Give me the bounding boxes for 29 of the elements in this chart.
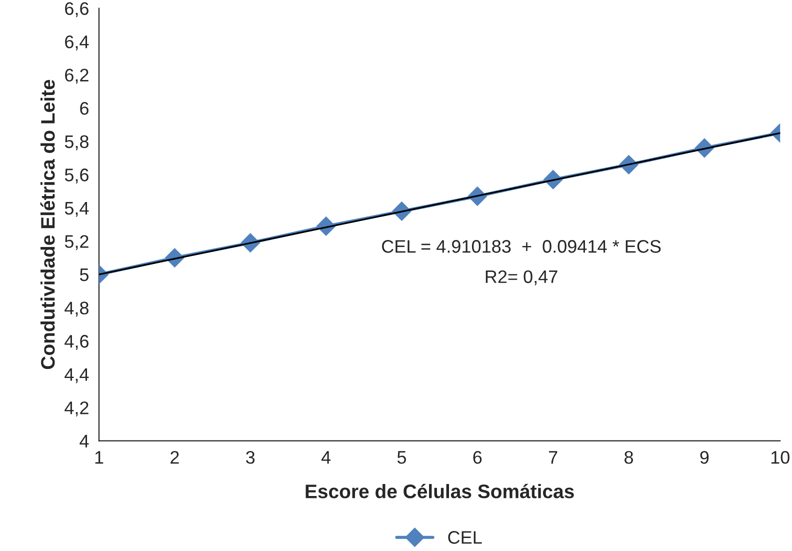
x-axis-title: Escore de Células Somáticas <box>306 484 574 498</box>
y-tick-label: 5,8 <box>64 135 88 150</box>
annotation: CEL = 4.910183 + 0.09414 * ECS <box>382 240 661 253</box>
x-tick-label: 8 <box>624 451 633 464</box>
x-tick-label: 2 <box>170 451 179 464</box>
y-tick-label: 4,8 <box>64 302 88 317</box>
y-tick-label: 4,4 <box>64 368 89 384</box>
x-tick-label: 6 <box>473 451 482 464</box>
x-tick-label: 10 <box>771 451 790 464</box>
x-tick-label: 5 <box>397 451 406 464</box>
y-tick-label: 5,6 <box>64 168 88 184</box>
y-axis-title: Condutividade Elétrica do Leite <box>40 80 55 370</box>
x-tick-label: 9 <box>700 451 709 464</box>
annotation: R2= 0,47 <box>486 270 558 286</box>
y-tick-label: 4 <box>80 434 89 448</box>
y-tick-label: 5 <box>80 268 89 282</box>
legend-label: CEL <box>448 531 482 544</box>
y-tick-label: 4,2 <box>64 401 88 416</box>
y-tick-label: 5,4 <box>64 202 89 217</box>
y-tick-label: 6,2 <box>65 68 88 84</box>
y-tick-label: 6,6 <box>65 2 88 18</box>
y-tick-label: 4,6 <box>64 334 88 350</box>
x-tick-label: 3 <box>246 451 255 464</box>
x-tick-label: 7 <box>548 451 558 464</box>
x-tick-label: 4 <box>321 451 331 464</box>
y-tick-label: 6 <box>80 102 88 115</box>
y-tick-label: 6,4 <box>65 35 89 50</box>
x-tick-label: 1 <box>95 451 104 464</box>
y-tick-label: 5,2 <box>64 235 88 250</box>
